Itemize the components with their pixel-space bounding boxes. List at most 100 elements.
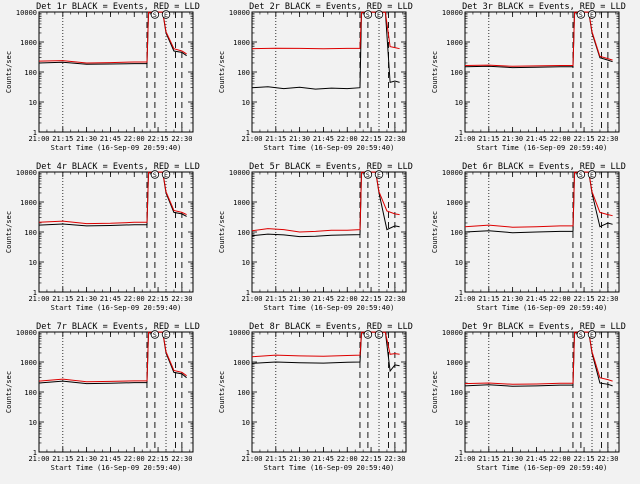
chart-title: Det 4r BLACK = Events, RED = LLD (36, 162, 200, 172)
annotation-label: E (377, 11, 381, 19)
annotation-marker (363, 170, 373, 179)
x-axis-label: Start Time (16-Sep-09 20:59:40) (477, 144, 608, 152)
y-tick-label: 10 (455, 259, 463, 267)
y-tick-label: 1000 (233, 39, 250, 47)
series-line-black (251, 11, 400, 90)
x-tick-label: 21:00 (28, 455, 49, 463)
x-tick-label: 22:15 (361, 295, 382, 303)
y-axis-label: Counts/sec (5, 211, 13, 253)
chart-svg: Det 6r BLACK = Events, RED = LLD Counts/s… (431, 162, 626, 312)
x-tick-label: 21:00 (28, 135, 49, 143)
x-tick-label: 21:30 (502, 295, 523, 303)
detector-panel: Det 5r BLACK = Events, RED = LLD Counts/s… (213, 160, 426, 320)
x-axis-label: Start Time (16-Sep-09 20:59:40) (264, 304, 395, 312)
x-tick-label: 22:30 (384, 295, 405, 303)
annotation-label: S (366, 11, 370, 19)
x-axis-label: Start Time (16-Sep-09 20:59:40) (51, 304, 182, 312)
y-tick-label: 10 (242, 99, 250, 107)
y-tick-label: 10 (29, 259, 37, 267)
x-axis-label: Start Time (16-Sep-09 20:59:40) (264, 464, 395, 472)
detector-panel: Det 3r BLACK = Events, RED = LLD Counts/s… (426, 0, 639, 160)
series-line-red (464, 11, 613, 67)
x-tick-label: 22:00 (337, 455, 358, 463)
chart-svg: Det 4r BLACK = Events, RED = LLD Counts/s… (5, 162, 200, 312)
annotation-marker (150, 170, 160, 179)
detector-panel: Det 1r BLACK = Events, RED = LLD Counts/s… (0, 0, 213, 160)
x-tick-label: 22:30 (384, 135, 405, 143)
x-tick-label: 22:30 (597, 455, 618, 463)
plot-frame (464, 11, 620, 133)
y-tick-label: 1000 (233, 359, 250, 367)
x-tick-label: 21:30 (289, 295, 310, 303)
x-tick-label: 22:15 (574, 135, 595, 143)
y-tick-label: 1 (246, 449, 250, 457)
x-axis-label: Start Time (16-Sep-09 20:59:40) (51, 144, 182, 152)
chart-svg: Det 1r BLACK = Events, RED = LLD Counts/s… (5, 2, 200, 152)
annotation-label: S (366, 171, 370, 179)
y-tick-label: 100 (450, 229, 463, 237)
detector-panel: Det 4r BLACK = Events, RED = LLD Counts/s… (0, 160, 213, 320)
x-tick-label: 22:00 (124, 295, 145, 303)
y-tick-label: 100 (450, 389, 463, 397)
series-line-red (251, 331, 400, 358)
y-axis-label: Counts/sec (218, 211, 226, 253)
annotation-label: S (366, 331, 370, 339)
series-line-red (464, 331, 613, 385)
y-tick-label: 100 (24, 229, 37, 237)
x-tick-label: 21:45 (100, 295, 121, 303)
annotation-label: S (153, 171, 157, 179)
x-tick-label: 22:15 (148, 455, 169, 463)
y-tick-label: 10000 (16, 169, 37, 177)
annotation-marker (587, 10, 597, 19)
chart-svg: Det 3r BLACK = Events, RED = LLD Counts/s… (431, 2, 626, 152)
series-line-red (464, 171, 613, 228)
chart-svg: Det 5r BLACK = Events, RED = LLD Counts/s… (218, 162, 413, 312)
x-tick-label: 21:00 (241, 295, 262, 303)
y-tick-label: 10000 (442, 169, 463, 177)
annotation-marker (374, 10, 384, 19)
chart-title: Det 1r BLACK = Events, RED = LLD (36, 2, 200, 12)
plot-frame (38, 331, 194, 453)
x-tick-label: 21:45 (313, 135, 334, 143)
detector-panel: Det 7r BLACK = Events, RED = LLD Counts/s… (0, 320, 213, 480)
x-tick-label: 22:00 (337, 295, 358, 303)
x-tick-label: 22:00 (124, 135, 145, 143)
x-tick-label: 22:15 (148, 295, 169, 303)
y-tick-label: 1 (459, 289, 463, 297)
annotation-label: E (164, 11, 168, 19)
y-tick-label: 10000 (229, 9, 250, 17)
annotation-marker (576, 10, 586, 19)
x-tick-label: 21:15 (265, 295, 286, 303)
detector-panel: Det 6r BLACK = Events, RED = LLD Counts/s… (426, 160, 639, 320)
y-tick-label: 100 (237, 69, 250, 77)
detector-panel: Det 2r BLACK = Events, RED = LLD Counts/s… (213, 0, 426, 160)
y-tick-label: 1 (459, 129, 463, 137)
x-tick-label: 21:00 (454, 295, 475, 303)
x-tick-label: 21:45 (100, 135, 121, 143)
y-tick-label: 100 (237, 389, 250, 397)
series-line-red (38, 11, 187, 64)
x-tick-label: 22:00 (124, 455, 145, 463)
chart-title: Det 9r BLACK = Events, RED = LLD (462, 322, 626, 332)
x-tick-label: 21:30 (76, 455, 97, 463)
x-tick-label: 22:15 (148, 135, 169, 143)
x-tick-label: 21:30 (502, 455, 523, 463)
x-tick-label: 21:15 (52, 135, 73, 143)
annotation-marker (150, 330, 160, 339)
annotation-label: E (590, 171, 594, 179)
x-tick-label: 21:15 (52, 455, 73, 463)
series-line-red (38, 171, 187, 225)
x-tick-label: 21:15 (478, 295, 499, 303)
chart-title: Det 2r BLACK = Events, RED = LLD (249, 2, 413, 12)
y-tick-label: 100 (24, 389, 37, 397)
y-tick-label: 1 (33, 449, 37, 457)
y-tick-label: 100 (24, 69, 37, 77)
x-tick-label: 22:30 (171, 135, 192, 143)
y-tick-label: 10 (29, 419, 37, 427)
y-tick-label: 10 (455, 99, 463, 107)
plot-frame (251, 331, 407, 453)
annotation-label: S (579, 171, 583, 179)
x-tick-label: 22:00 (550, 135, 571, 143)
chart-svg: Det 2r BLACK = Events, RED = LLD Counts/s… (218, 2, 413, 152)
